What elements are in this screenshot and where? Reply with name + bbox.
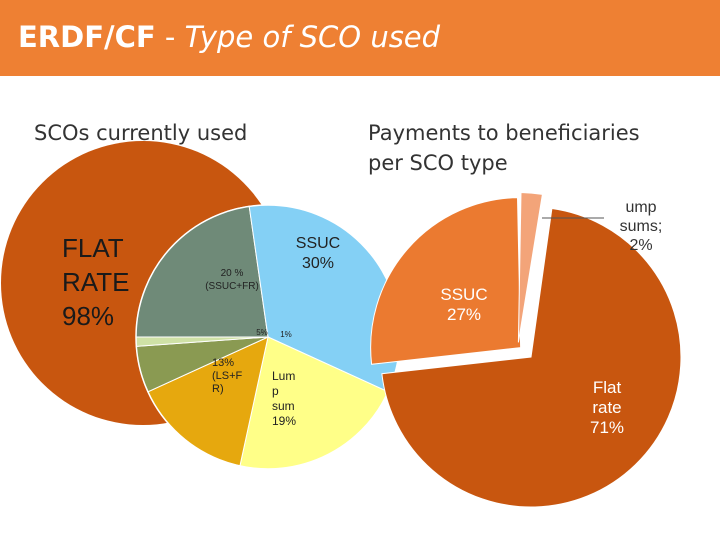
slice-label-flat-rate-payments: Flat rate 71% bbox=[590, 378, 624, 437]
slice-label-lump-payments: ump sums; 2% bbox=[620, 199, 663, 254]
slice-label-ls-fr: 13% (LS+F R) bbox=[212, 357, 243, 395]
left-chart-title: SCOs currently used bbox=[34, 121, 248, 145]
slice-label-ssuc-payments: SSUC 27% bbox=[440, 285, 487, 324]
slice-label-lump-sum: Lum p sum 19% bbox=[272, 369, 296, 428]
page-title: ERDF/CF - Type of SCO used bbox=[18, 20, 440, 54]
pie-slice-ssuc-payments bbox=[370, 197, 522, 365]
right-chart-title: Payments to beneficiaries per SCO type bbox=[368, 118, 640, 178]
title-strong: ERDF/CF bbox=[18, 20, 156, 54]
header-bar: ERDF/CF - Type of SCO used bbox=[0, 0, 720, 76]
slice-label-ssuc: SSUC 30% bbox=[296, 235, 340, 272]
title-italic: Type of SCO used bbox=[184, 20, 441, 54]
slice-label-flat-rate: FLAT RATE 98% bbox=[62, 233, 129, 331]
pie-slice-flat-rate-payments bbox=[381, 207, 682, 508]
title-separator: - bbox=[155, 20, 185, 54]
slice-label-5pct: 5% bbox=[256, 328, 268, 337]
pie-slice-lump-payments bbox=[517, 191, 543, 343]
right-chart-title-line: Payments to beneficiaries bbox=[368, 121, 640, 145]
right-chart-title-line: per SCO type bbox=[368, 151, 508, 175]
slice-label-ssuc-fr: 20 % (SSUC+FR) bbox=[205, 268, 259, 292]
slice-label-1pct: 1% bbox=[280, 330, 292, 339]
